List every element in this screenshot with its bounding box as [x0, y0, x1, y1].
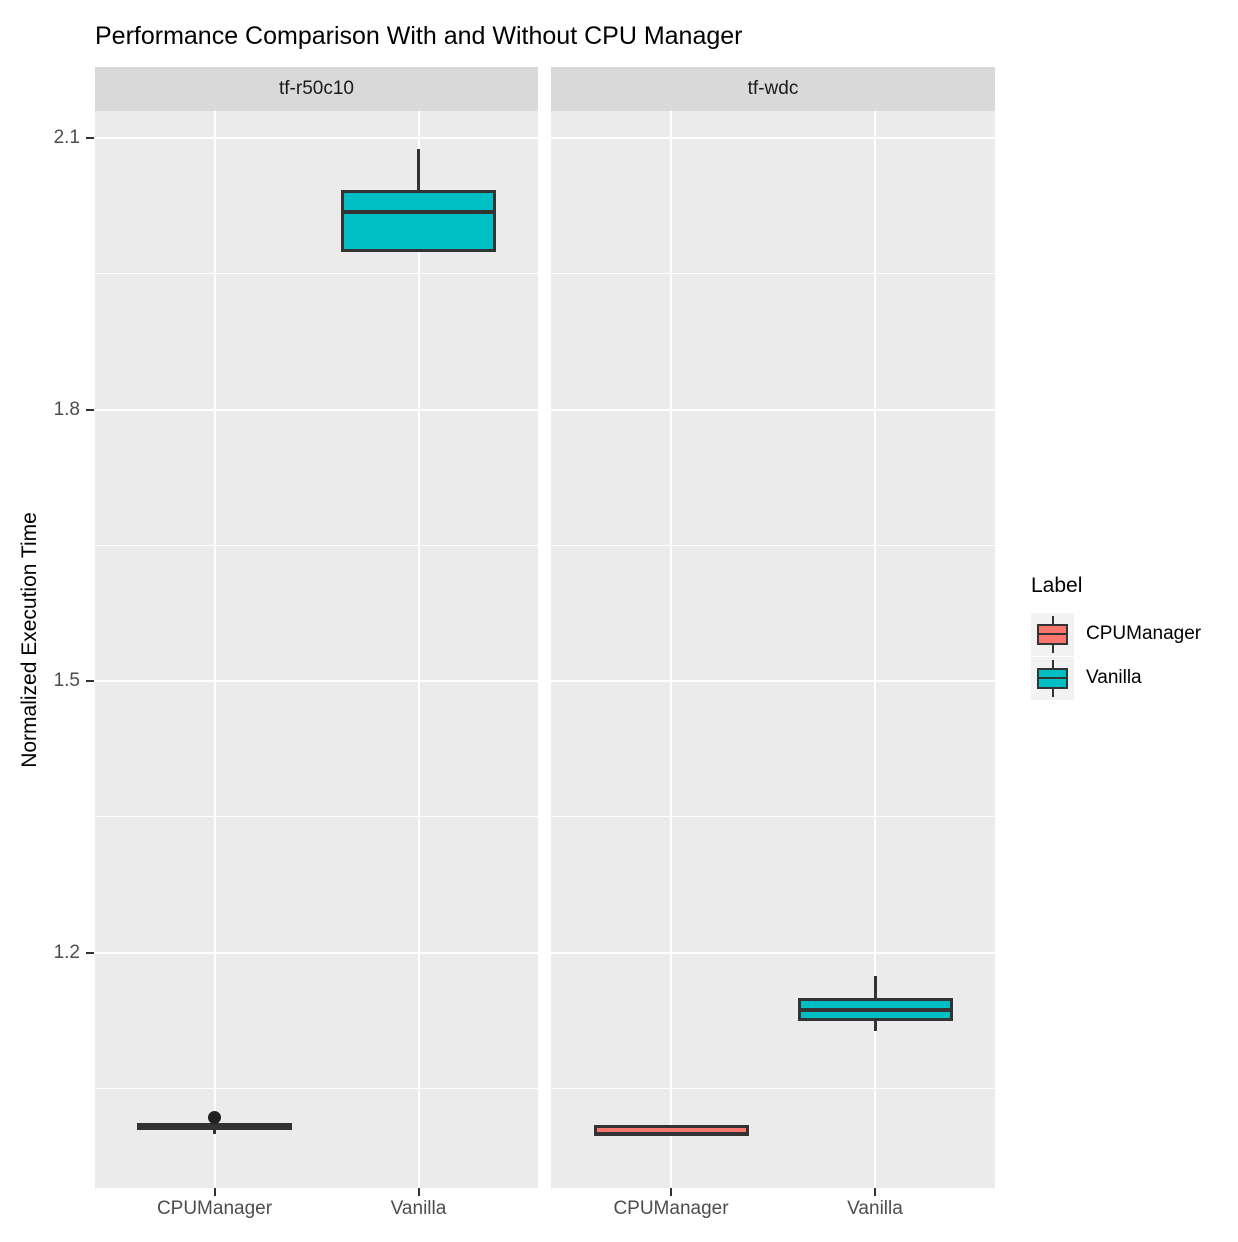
- legend-item-vanilla: Vanilla: [1031, 656, 1231, 700]
- gridline-minor: [551, 1087, 995, 1089]
- y-tick-label: 2.1: [53, 127, 80, 149]
- legend-label: CPUManager: [1086, 623, 1202, 644]
- legend-item-cpumanager: CPUManager: [1031, 612, 1231, 656]
- gridline-vertical-major: [874, 111, 876, 1188]
- gridline-minor: [551, 273, 995, 275]
- y-tick-mark: [86, 408, 94, 411]
- gridline-minor: [95, 544, 538, 546]
- gridline-vertical-major: [417, 111, 420, 1188]
- median-line: [137, 1124, 292, 1129]
- y-tick-label: 1.2: [53, 941, 80, 963]
- y-tick-label: 1.8: [53, 398, 80, 420]
- x-tick-mark: [670, 1188, 672, 1196]
- y-tick-mark: [86, 137, 94, 140]
- boxplot-box: [341, 189, 496, 253]
- gridline-major: [95, 137, 538, 140]
- glyph-median: [1039, 677, 1066, 679]
- whisker-upper: [873, 976, 877, 998]
- median-line: [341, 210, 496, 215]
- glyph-box: [1037, 623, 1068, 645]
- x-tick-mark: [417, 1188, 420, 1196]
- whisker-upper: [417, 149, 420, 190]
- gridline-major: [95, 680, 538, 683]
- facet-strip-tf-wdc: tf-wdc: [551, 67, 995, 111]
- y-tick-label: 1.5: [53, 670, 80, 692]
- gridline-major: [95, 408, 538, 411]
- gridline-minor: [551, 816, 995, 818]
- legend-label: Vanilla: [1086, 667, 1142, 688]
- gridline-vertical-major: [213, 111, 216, 1188]
- gridline-minor: [95, 816, 538, 818]
- boxplot-glyph-icon: [1031, 612, 1074, 656]
- outlier-point: [208, 1110, 221, 1124]
- x-tick-label: Vanilla: [847, 1198, 903, 1219]
- y-axis-title: Normalized Execution Time: [18, 512, 41, 768]
- gridline-major: [551, 951, 995, 954]
- gridline-minor: [95, 273, 538, 275]
- facet-strip-tf-r50c10: tf-r50c10: [95, 67, 538, 111]
- legend: Label CPUManager Vanilla: [1031, 574, 1231, 700]
- x-tick-label: CPUManager: [156, 1198, 273, 1219]
- legend-title: Label: [1031, 574, 1083, 597]
- whisker-lower: [213, 1130, 216, 1134]
- facet-panel-tf-r50c10: [95, 111, 538, 1188]
- x-tick-mark: [874, 1188, 876, 1196]
- median-line: [797, 1007, 953, 1012]
- gridline-major: [551, 680, 995, 683]
- y-tick-mark: [86, 680, 94, 683]
- gridline-major: [551, 137, 995, 140]
- facet-strip-label: tf-r50c10: [279, 78, 354, 99]
- gridline-vertical-major: [670, 111, 672, 1188]
- y-tick-mark: [86, 951, 94, 954]
- median-line: [593, 1131, 749, 1136]
- glyph-box: [1037, 667, 1068, 689]
- x-tick-label: CPUManager: [613, 1198, 729, 1219]
- x-tick-label: Vanilla: [390, 1198, 447, 1219]
- boxplot-glyph-icon: [1031, 656, 1074, 700]
- facet-panel-tf-wdc: [551, 111, 995, 1188]
- whisker-lower: [873, 1021, 877, 1031]
- x-tick-mark: [213, 1188, 216, 1196]
- gridline-major: [95, 951, 538, 954]
- gridline-minor: [551, 544, 995, 546]
- gridline-minor: [95, 1087, 538, 1089]
- facet-strip-label: tf-wdc: [747, 78, 799, 99]
- chart-title: Performance Comparison With and Without …: [95, 22, 743, 50]
- gridline-major: [551, 408, 995, 411]
- glyph-median: [1039, 633, 1066, 635]
